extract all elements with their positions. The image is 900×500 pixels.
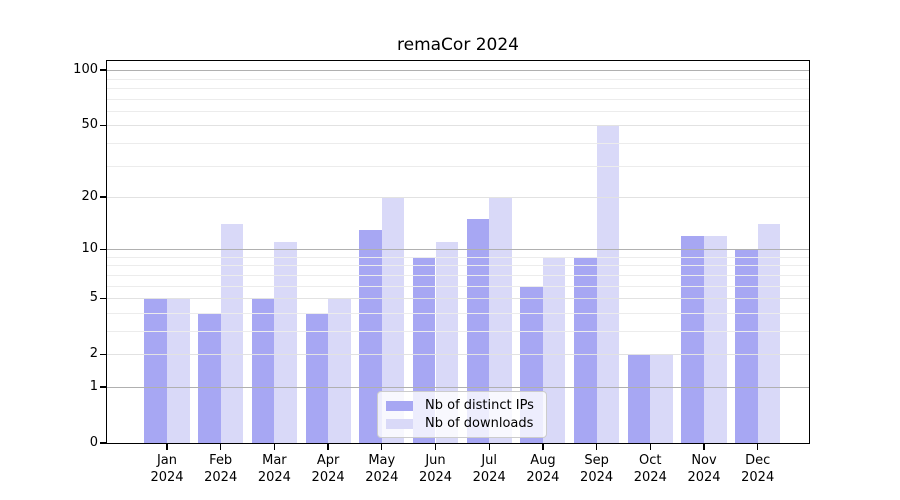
y-tick xyxy=(100,386,107,388)
y-tick-label: 100 xyxy=(73,62,98,78)
bar-oct-ips xyxy=(627,354,651,443)
x-tick xyxy=(273,444,276,450)
y-tick-label: 20 xyxy=(81,189,98,204)
y-tick xyxy=(100,297,107,299)
bar-mar-ips xyxy=(251,298,275,443)
x-tick xyxy=(220,444,222,450)
x-tick-label: Apr 2024 xyxy=(311,453,345,485)
x-tick-label: Nov 2024 xyxy=(687,453,721,485)
x-tick xyxy=(595,444,598,450)
bar-aug-downloads xyxy=(542,256,566,443)
bar-apr-ips xyxy=(305,312,329,443)
x-tick xyxy=(542,444,544,450)
bar-oct-downloads xyxy=(650,354,673,443)
bar-feb-downloads xyxy=(220,224,244,443)
y-tick xyxy=(100,248,107,250)
y-tick-label: 10 xyxy=(81,241,98,257)
x-tick xyxy=(757,444,759,450)
bar-may-ips xyxy=(359,229,382,443)
y-tick xyxy=(100,124,107,126)
x-tick xyxy=(649,444,651,450)
x-tick-label: Aug 2024 xyxy=(526,453,560,485)
y-tick-label: 1 xyxy=(89,378,98,394)
x-tick-label: Dec 2024 xyxy=(741,453,775,485)
bar-jan-downloads xyxy=(167,298,190,443)
x-tick-label: Oct 2024 xyxy=(633,453,667,485)
legend-swatch-distinct-ips xyxy=(386,400,413,411)
x-tick-label: May 2024 xyxy=(365,453,399,485)
bar-apr-downloads xyxy=(328,298,351,443)
y-tick xyxy=(100,69,107,71)
x-tick-label: Jul 2024 xyxy=(472,453,506,485)
y-tick-label: 50 xyxy=(81,117,98,133)
x-tick-label: Mar 2024 xyxy=(257,453,291,485)
x-tick xyxy=(488,444,490,450)
bars-layer xyxy=(107,61,809,443)
bar-may-downloads xyxy=(381,197,405,443)
bar-feb-ips xyxy=(198,312,221,443)
legend-item-distinct-ips: Nb of distinct IPs xyxy=(386,398,534,413)
bar-jul-downloads xyxy=(489,197,512,443)
x-tick-label: Jun 2024 xyxy=(418,453,453,485)
y-tick-label: 0 xyxy=(89,435,98,450)
y-tick xyxy=(100,196,107,198)
x-tick-label: Sep 2024 xyxy=(580,453,614,485)
legend-label-distinct-ips: Nb of distinct IPs xyxy=(425,398,534,413)
x-tick xyxy=(166,444,168,450)
x-tick xyxy=(381,444,383,450)
legend-label-downloads: Nb of downloads xyxy=(425,416,534,431)
legend-item-downloads: Nb of downloads xyxy=(386,416,534,431)
x-tick xyxy=(703,444,705,450)
legend-swatch-downloads xyxy=(386,418,413,429)
x-tick xyxy=(434,444,437,450)
bar-dec-downloads xyxy=(757,224,781,443)
bar-mar-downloads xyxy=(274,242,297,443)
y-tick xyxy=(100,442,107,444)
bar-nov-downloads xyxy=(704,235,727,443)
legend: Nb of distinct IPs Nb of downloads xyxy=(377,391,547,438)
y-tick-label: 2 xyxy=(89,346,98,362)
bar-sep-downloads xyxy=(596,125,620,443)
chart-title: remaCor 2024 xyxy=(397,35,519,55)
bar-nov-ips xyxy=(681,235,704,443)
x-tick-label: Feb 2024 xyxy=(204,453,238,485)
x-tick xyxy=(327,444,329,450)
bar-sep-ips xyxy=(574,256,597,443)
x-tick-label: Jan 2024 xyxy=(150,453,184,485)
plot-area: Nb of distinct IPs Nb of downloads xyxy=(106,60,810,444)
y-tick-label: 5 xyxy=(89,290,98,306)
bar-dec-ips xyxy=(735,249,758,443)
bar-jan-ips xyxy=(144,298,167,443)
y-tick xyxy=(100,353,107,355)
